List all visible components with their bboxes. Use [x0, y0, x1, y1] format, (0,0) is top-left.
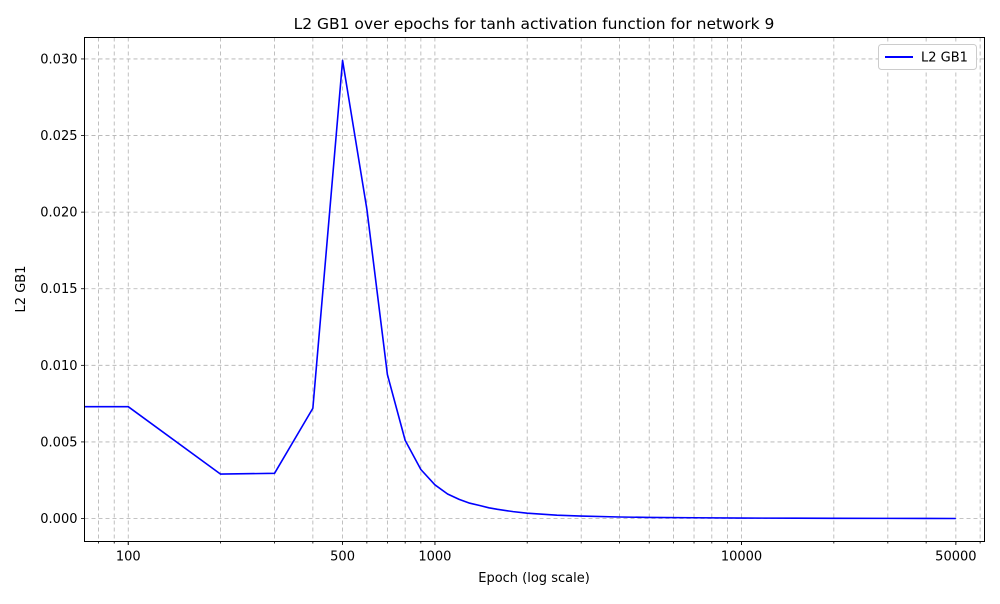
data-point	[955, 518, 957, 520]
data-point	[925, 518, 927, 520]
data-point	[420, 469, 422, 471]
legend-box	[878, 44, 977, 70]
chart-title: L2 GB1 over epochs for tanh activation f…	[294, 15, 775, 33]
legend-label: L2 GB1	[921, 51, 968, 66]
y-tick-label: 0.025	[40, 129, 77, 144]
x-tick-label: 100	[116, 550, 141, 565]
data-point	[795, 517, 797, 519]
data-point	[469, 502, 471, 504]
y-tick-label: 0.000	[40, 512, 77, 527]
x-tick-label: 50000	[935, 550, 976, 565]
series-line-0	[84, 59, 956, 520]
plot-frame	[84, 37, 985, 542]
data-point	[386, 374, 388, 376]
x-axis-ticks: 100 500 1000 10000 50000	[98, 541, 981, 565]
x-tick-label: 10000	[721, 550, 762, 565]
grid	[84, 37, 985, 542]
data-point	[35, 406, 37, 408]
x-tick-label: 1000	[418, 550, 451, 565]
data-point	[693, 517, 695, 519]
data-point	[741, 517, 743, 519]
data-point	[833, 517, 835, 519]
data-point	[488, 507, 490, 509]
data-point	[887, 517, 889, 519]
data-point	[497, 508, 499, 510]
data-point	[526, 512, 528, 514]
series-layer	[35, 59, 957, 520]
y-axis-label: L2 GB1	[14, 266, 29, 313]
data-point	[366, 208, 368, 210]
y-tick-label: 0.005	[40, 435, 77, 450]
data-point	[447, 493, 449, 495]
data-point	[274, 472, 276, 474]
data-point	[127, 406, 129, 408]
data-point	[220, 473, 222, 475]
y-tick-label: 0.020	[40, 206, 77, 221]
data-point	[312, 407, 314, 409]
data-point	[458, 498, 460, 500]
data-point	[556, 514, 558, 516]
y-tick-label: 0.015	[40, 282, 77, 297]
data-point	[342, 60, 344, 62]
data-point	[619, 516, 621, 518]
data-point	[434, 484, 436, 486]
data-point	[404, 439, 406, 441]
x-axis-label: Epoch (log scale)	[478, 571, 590, 586]
x-tick-label: 500	[330, 550, 355, 565]
data-point	[512, 511, 514, 513]
legend: L2 GB1	[878, 44, 977, 70]
y-tick-label: 0.010	[40, 359, 77, 374]
data-point	[580, 515, 582, 517]
data-point	[648, 517, 650, 519]
y-axis-ticks: 0.000 0.005 0.010 0.015 0.020 0.025 0.030	[40, 52, 85, 527]
y-tick-label: 0.030	[40, 52, 77, 67]
data-point	[479, 505, 481, 507]
